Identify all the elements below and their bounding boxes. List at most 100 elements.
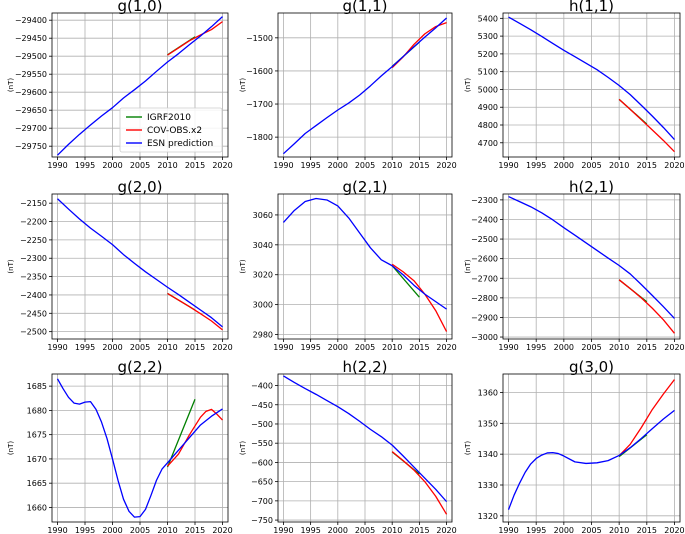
chart-panel: 1990 1995 2000 2005 2010 2015 2020 −750 −700 −650… xyxy=(239,358,457,534)
series-line xyxy=(391,265,420,298)
y-tick-label: −29600 xyxy=(15,88,47,97)
y-tick-label: 5200 xyxy=(478,50,498,59)
x-tick-label: 2005 xyxy=(130,161,150,170)
x-tick-label: 2005 xyxy=(355,526,375,534)
y-axis-label: (nT) xyxy=(464,259,472,273)
chart-title: g(2,0) xyxy=(117,178,162,196)
y-tick-label: −2300 xyxy=(471,196,498,205)
series-line xyxy=(283,375,448,503)
y-tick-label: 1670 xyxy=(27,455,47,464)
series-line xyxy=(57,198,223,328)
x-tick-label: 2000 xyxy=(328,161,348,170)
x-tick-label: 2015 xyxy=(185,343,205,352)
y-tick-label: 1675 xyxy=(27,431,47,440)
y-tick-label: 5000 xyxy=(478,85,498,94)
x-tick-label: 2015 xyxy=(637,161,657,170)
series-line xyxy=(167,292,223,331)
x-tick-label: 2000 xyxy=(102,161,122,170)
y-axis-label: (nT) xyxy=(7,259,15,273)
x-tick-label: 1995 xyxy=(300,526,320,534)
x-tick-label: 2010 xyxy=(382,161,402,170)
chart-title: h(2,1) xyxy=(569,178,614,196)
series-line xyxy=(167,21,223,56)
x-tick-label: 2010 xyxy=(157,526,177,534)
y-tick-label: 3040 xyxy=(253,241,273,250)
series-line xyxy=(618,98,675,153)
y-axis-label: (nT) xyxy=(239,78,247,92)
y-tick-label: −650 xyxy=(251,478,273,487)
chart-panel: 1990 1995 2000 2005 2010 2015 2020 2980 3000 3020… xyxy=(239,178,457,352)
x-tick-label: 2005 xyxy=(581,161,601,170)
x-tick-label: 2015 xyxy=(637,526,657,534)
series-line xyxy=(57,16,223,156)
y-tick-label: 1350 xyxy=(478,419,498,428)
x-tick-label: 2000 xyxy=(102,343,122,352)
y-tick-label: −1700 xyxy=(246,100,273,109)
y-tick-label: 4900 xyxy=(478,103,498,112)
y-axis-label: (nT) xyxy=(239,441,247,455)
x-tick-label: 2005 xyxy=(355,161,375,170)
series-line xyxy=(391,263,448,332)
x-tick-label: 1990 xyxy=(498,343,518,352)
x-tick-label: 2000 xyxy=(102,526,122,534)
y-tick-label: 1330 xyxy=(478,481,498,490)
y-tick-label: −2300 xyxy=(20,254,47,263)
x-tick-label: 2005 xyxy=(581,526,601,534)
y-tick-label: −29650 xyxy=(15,106,47,115)
x-tick-label: 2005 xyxy=(581,343,601,352)
x-tick-label: 2020 xyxy=(664,343,684,352)
y-tick-label: −2450 xyxy=(20,309,47,318)
y-tick-label: −450 xyxy=(251,401,273,410)
y-axis-label: (nT) xyxy=(7,441,15,455)
y-tick-label: −2350 xyxy=(20,273,47,282)
chart-title: g(2,1) xyxy=(342,178,387,196)
y-tick-label: 4700 xyxy=(478,139,498,148)
x-tick-label: 2020 xyxy=(664,526,684,534)
y-tick-label: −29500 xyxy=(15,52,47,61)
x-tick-label: 1995 xyxy=(526,526,546,534)
x-tick-label: 2020 xyxy=(212,161,232,170)
legend-entry: IGRF2010 xyxy=(147,113,191,123)
x-tick-label: 2010 xyxy=(382,526,402,534)
chart-title: g(1,1) xyxy=(342,0,387,15)
x-tick-label: 2005 xyxy=(130,526,150,534)
y-tick-label: −2900 xyxy=(471,313,498,322)
y-tick-label: −2500 xyxy=(20,328,47,337)
y-tick-label: −2250 xyxy=(20,236,47,245)
x-tick-label: 2020 xyxy=(212,343,232,352)
x-tick-label: 2010 xyxy=(382,343,402,352)
x-tick-label: 1990 xyxy=(47,526,67,534)
x-tick-label: 1995 xyxy=(300,343,320,352)
series-line xyxy=(508,195,675,319)
chart-panel: 1990 1995 2000 2005 2010 2015 2020 −2500 −2450 −2… xyxy=(7,178,233,352)
y-axis-label: (nT) xyxy=(464,441,472,455)
y-tick-label: −2600 xyxy=(471,255,498,264)
series-line xyxy=(391,451,448,515)
y-tick-label: 1685 xyxy=(27,382,47,391)
y-tick-label: 5300 xyxy=(478,32,498,41)
legend-entry: ESN prediction xyxy=(147,139,213,149)
x-tick-label: 2015 xyxy=(409,343,429,352)
x-tick-label: 2020 xyxy=(212,526,232,534)
y-tick-label: −1800 xyxy=(246,133,273,142)
y-axis-label: (nT) xyxy=(7,78,15,92)
x-tick-label: 1990 xyxy=(498,526,518,534)
chart-title: g(1,0) xyxy=(117,0,162,15)
x-tick-label: 2015 xyxy=(185,526,205,534)
y-tick-label: −1500 xyxy=(246,34,273,43)
y-tick-label: −2700 xyxy=(471,274,498,283)
y-tick-label: −29700 xyxy=(15,124,47,133)
series-line xyxy=(166,398,196,468)
y-tick-label: −2200 xyxy=(20,218,47,227)
y-tick-label: −2400 xyxy=(471,215,498,224)
y-tick-label: 1340 xyxy=(478,450,498,459)
x-tick-label: 2010 xyxy=(609,161,629,170)
y-tick-label: −29750 xyxy=(15,142,47,151)
x-tick-label: 1990 xyxy=(273,343,293,352)
x-tick-label: 2010 xyxy=(157,343,177,352)
y-tick-label: 1665 xyxy=(27,479,47,488)
y-tick-label: −550 xyxy=(251,439,273,448)
x-tick-label: 1990 xyxy=(47,161,67,170)
chart-title: h(2,2) xyxy=(342,358,387,376)
x-tick-label: 2015 xyxy=(409,526,429,534)
